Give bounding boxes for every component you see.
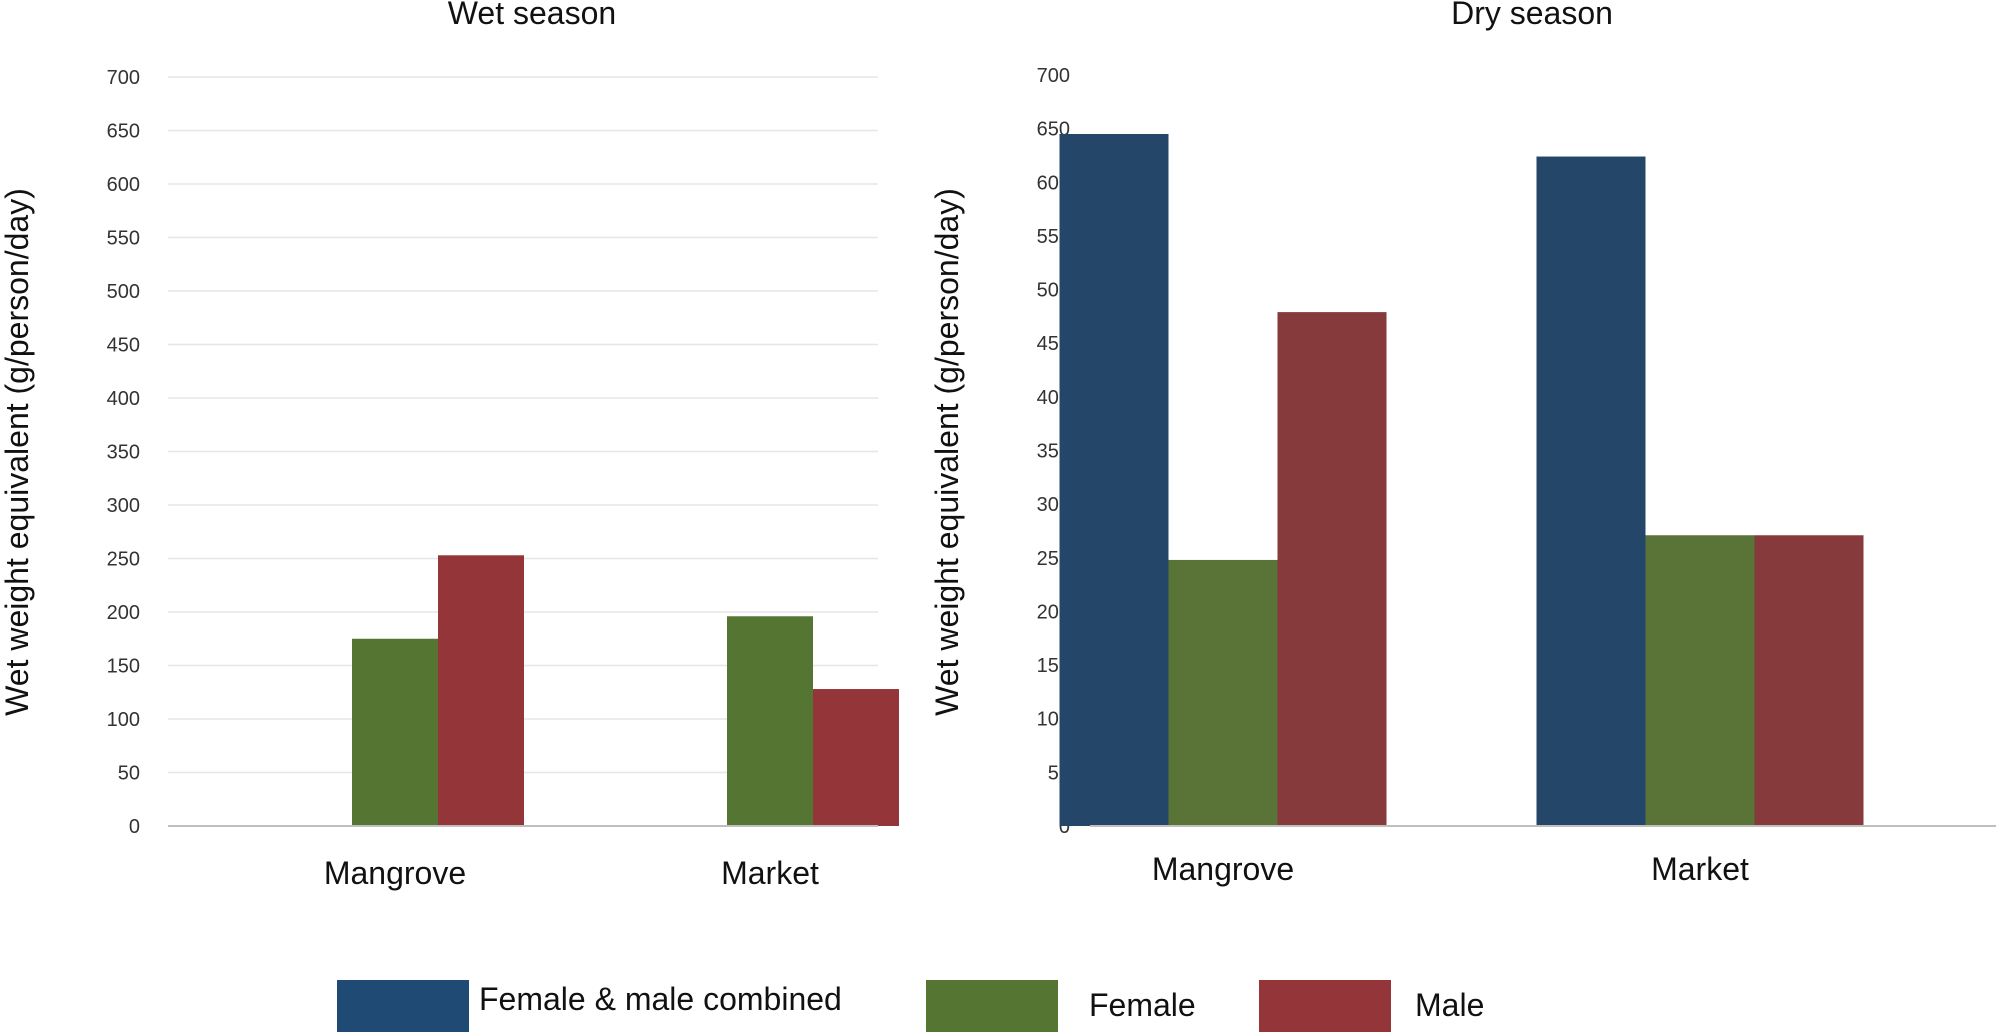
wet-x-tick-market: Market bbox=[721, 855, 819, 891]
legend-swatch-female bbox=[926, 980, 1058, 1032]
wet-x-tick-mangrove: Mangrove bbox=[324, 855, 466, 891]
legend-label-female: Female bbox=[1089, 987, 1196, 1023]
wet-season-y-ticks: 0 50 100 150 200 250 300 350 400 450 500 550 600 650 7… bbox=[107, 67, 140, 838]
wet-y-tick-250: 250 bbox=[107, 549, 140, 571]
dry-season-x-ticks: Mangrove Market bbox=[1152, 851, 1749, 887]
dry-bar-mangrove-female-and-male-combined bbox=[1059, 134, 1169, 826]
dry-season-y-axis-label: Wet weight equivalent (g/person/day) bbox=[929, 188, 965, 716]
wet-y-tick-500: 500 bbox=[107, 281, 140, 303]
wet-season-bars bbox=[352, 555, 899, 826]
dry-y-tick-700: 700 bbox=[1037, 65, 1070, 87]
dry-season-title: Dry season bbox=[1451, 0, 1613, 31]
wet-bar-mangrove-female bbox=[352, 638, 438, 826]
dry-x-tick-mangrove: Mangrove bbox=[1152, 851, 1294, 887]
wet-y-tick-400: 400 bbox=[107, 388, 140, 410]
dry-bar-mangrove-female bbox=[1168, 559, 1278, 826]
wet-y-tick-150: 150 bbox=[107, 656, 140, 678]
dry-y-tick-0: 0 bbox=[1059, 816, 1070, 838]
dry-bar-market-female bbox=[1645, 535, 1755, 826]
wet-y-tick-300: 300 bbox=[107, 495, 140, 517]
wet-y-tick-350: 350 bbox=[107, 442, 140, 464]
wet-y-tick-450: 450 bbox=[107, 335, 140, 357]
wet-y-tick-100: 100 bbox=[107, 709, 140, 731]
legend-swatch-male bbox=[1259, 980, 1391, 1032]
dry-season-chart: Dry season Wet weight equivalent (g/pers… bbox=[929, 0, 1996, 887]
dry-x-tick-market: Market bbox=[1651, 851, 1749, 887]
wet-season-chart: Wet season Wet weight equivalent (g/pers… bbox=[0, 0, 899, 891]
wet-y-tick-600: 600 bbox=[107, 174, 140, 196]
wet-bar-mangrove-male bbox=[438, 555, 524, 826]
legend-swatch-combined bbox=[337, 980, 469, 1032]
dry-bar-market-male bbox=[1754, 535, 1864, 826]
wet-y-tick-200: 200 bbox=[107, 602, 140, 624]
wet-bar-market-male bbox=[813, 689, 899, 826]
dry-season-bars bbox=[1059, 134, 1864, 827]
dry-bar-mangrove-male bbox=[1277, 312, 1387, 826]
wet-y-tick-650: 650 bbox=[107, 121, 140, 143]
legend-label-combined: Female & male combined bbox=[479, 981, 842, 1017]
legend-label-male: Male bbox=[1415, 987, 1484, 1023]
wet-y-tick-550: 550 bbox=[107, 228, 140, 250]
wet-season-x-ticks: Mangrove Market bbox=[324, 855, 819, 891]
wet-season-title: Wet season bbox=[448, 0, 616, 31]
wet-y-tick-50: 50 bbox=[118, 763, 140, 785]
wet-y-tick-0: 0 bbox=[129, 816, 140, 838]
wet-bar-market-female bbox=[727, 616, 813, 826]
chart-legend: Female & male combined Female Male bbox=[337, 980, 1484, 1032]
dry-bar-market-female-and-male-combined bbox=[1536, 156, 1646, 827]
wet-season-y-axis-label: Wet weight equivalent (g/person/day) bbox=[0, 188, 35, 716]
wet-y-tick-700: 700 bbox=[107, 67, 140, 89]
